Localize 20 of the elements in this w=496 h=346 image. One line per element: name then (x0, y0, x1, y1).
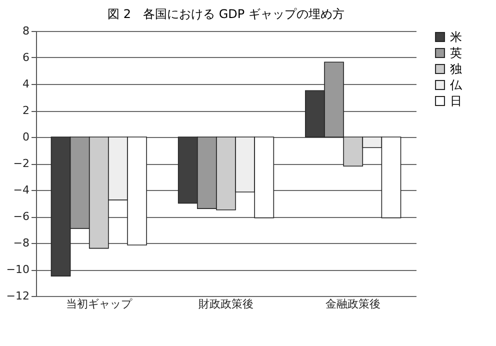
y-tick-label: 8 (22, 24, 30, 38)
y-tick-label: 2 (22, 104, 30, 117)
legend-label: 仏 (449, 78, 463, 92)
y-tick-label: −6 (13, 210, 30, 223)
legend-label: 英 (450, 46, 462, 60)
y-tick-label: −12 (6, 290, 30, 302)
y-tick-label: 6 (22, 51, 30, 64)
x-tick-label: 財政政策後 (198, 298, 254, 310)
y-tick-label: −2 (13, 157, 30, 170)
y-tick-label: −4 (13, 184, 30, 196)
legend-label: 米 (450, 30, 462, 44)
y-tick-label: −10 (6, 263, 30, 276)
chart-title: 図 2 各国における GDP ギャップの埋め方 (108, 7, 344, 21)
x-tick-label: 当初ギャップ (66, 298, 133, 310)
y-tick-label: 4 (22, 78, 30, 90)
legend-label: 独 (450, 62, 462, 76)
x-tick-label: 金融政策後 (326, 298, 381, 310)
y-tick-label: 0 (22, 130, 30, 144)
legend-label: 日 (450, 94, 462, 108)
y-tick-label: −8 (13, 236, 30, 250)
